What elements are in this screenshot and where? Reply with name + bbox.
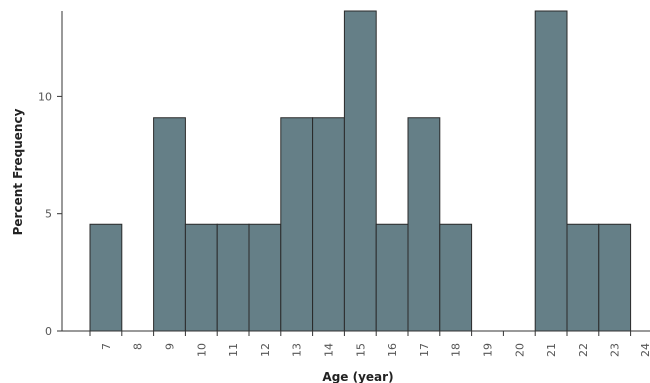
bar-14 [312,117,345,332]
bar-17 [407,117,441,332]
x-tick-label: 7 [100,343,113,350]
x-tick-label: 9 [164,343,177,350]
x-tick-label: 8 [132,343,145,350]
x-tick-label: 12 [259,343,272,357]
y-tick-label: 0 [45,325,52,338]
bar-21 [534,10,568,332]
bar-18 [439,223,473,332]
x-tick-label: 24 [639,343,650,357]
bar-11 [216,223,250,332]
x-tick-label: 10 [195,343,208,357]
bar-13 [280,117,314,332]
bar-23 [598,223,632,332]
x-tick-label: 17 [418,343,431,357]
x-axis-title: Age (year) [322,370,393,383]
x-ticks-group: 7 8 9 10 11 12 13 14 15 16 17 18 19 20 21 22 23 24 [89,331,650,357]
x-tick-label: 22 [577,343,590,357]
y-axis-title: Percent Frequency [11,108,25,235]
x-tick-label: 23 [609,343,622,357]
bar-10 [184,223,218,332]
bar-9 [153,117,186,332]
bars-group [89,10,632,332]
x-tick-label: 21 [545,343,558,357]
x-tick-label: 19 [482,343,495,357]
y-tick-label: 5 [45,208,52,221]
y-tick-label: 10 [38,90,52,103]
x-tick-label: 13 [291,343,304,357]
x-tick-label: 18 [450,343,463,357]
bar-15 [343,10,377,332]
bar-7 [89,223,123,332]
bar-12 [248,223,282,332]
x-tick-label: 20 [513,343,526,357]
x-tick-label: 16 [386,343,399,357]
bar-22 [566,223,600,332]
bar-16 [375,223,409,332]
x-tick-label: 11 [227,343,240,357]
x-tick-label: 15 [354,343,367,357]
x-tick-label: 14 [323,343,336,357]
y-ticks-group: 0 5 10 [38,90,62,338]
